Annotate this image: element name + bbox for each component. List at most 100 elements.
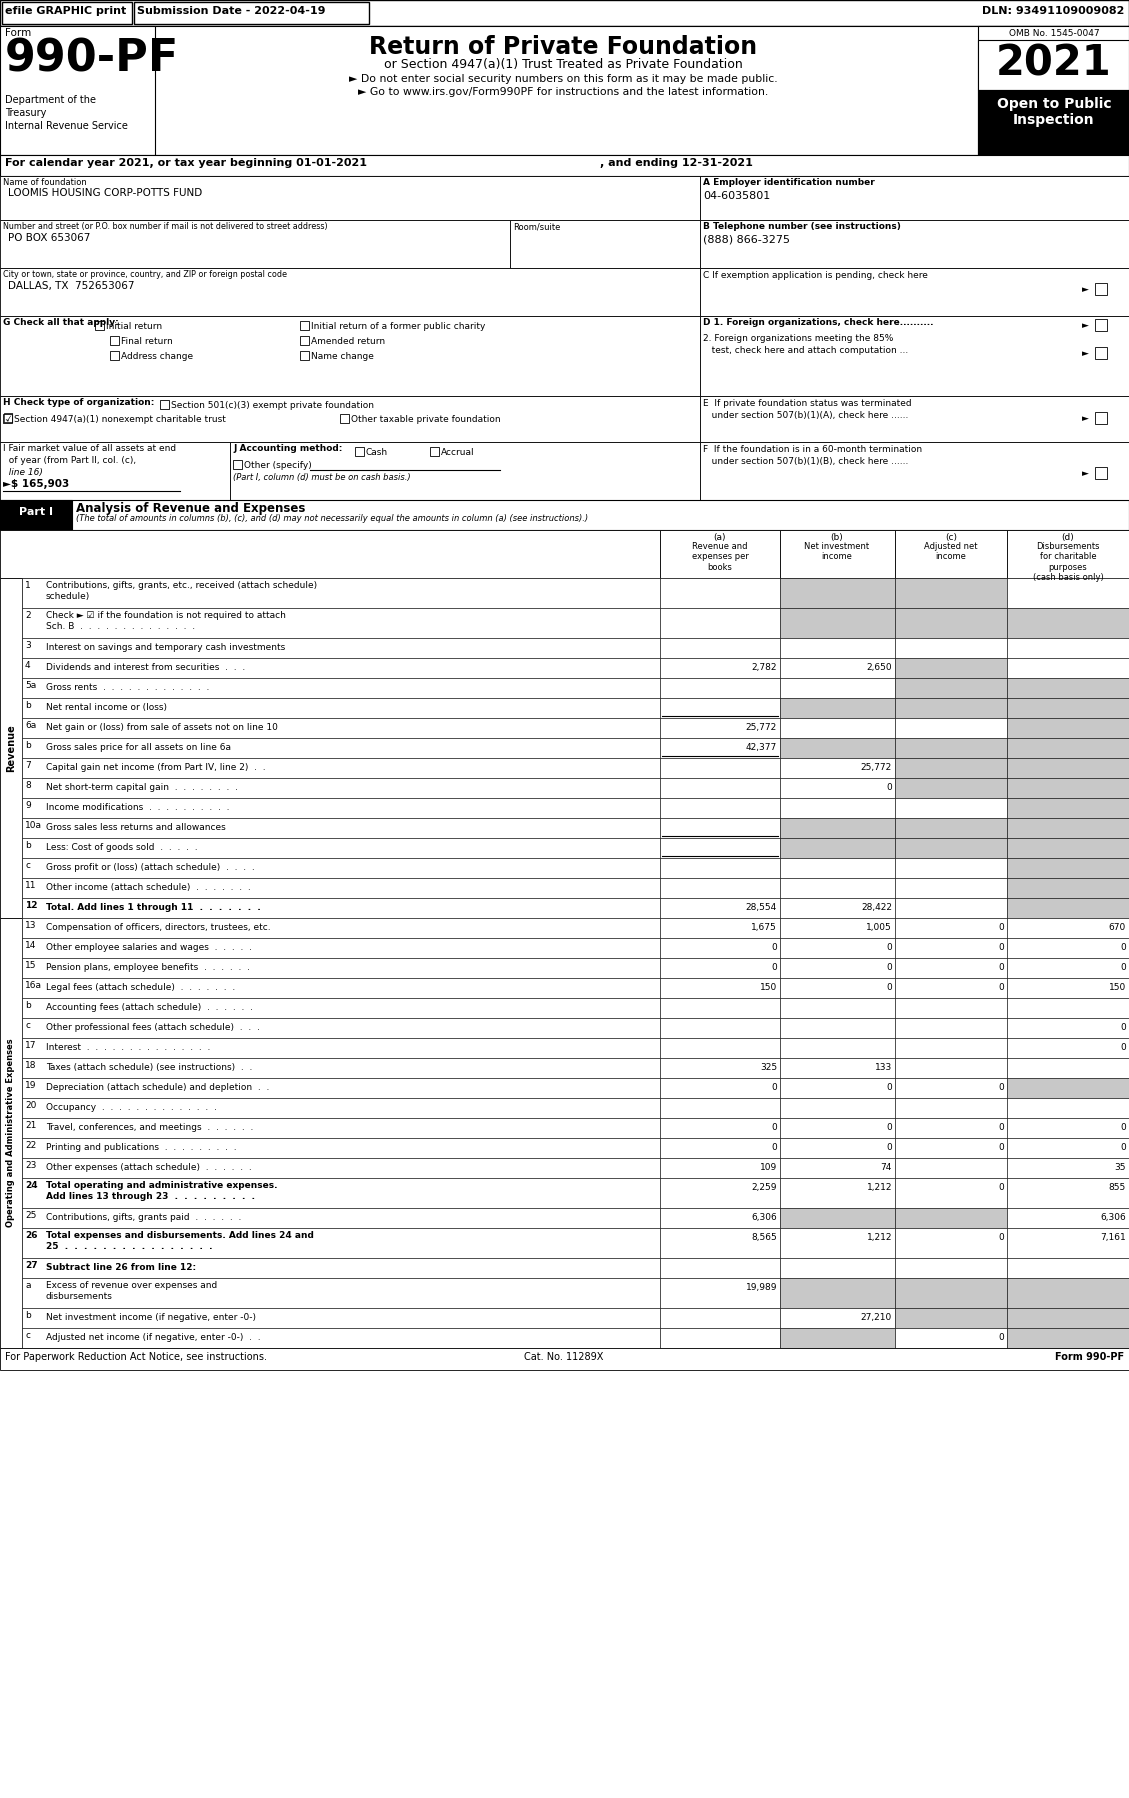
Text: Revenue and
expenses per
books: Revenue and expenses per books [692,541,749,572]
Bar [1007,638,1129,658]
Bar [895,1099,1007,1118]
Text: LOOMIS HOUSING CORP-POTTS FUND: LOOMIS HOUSING CORP-POTTS FUND [8,189,202,198]
Bar [1007,678,1129,698]
Text: 109: 109 [760,1163,777,1172]
Bar [780,1099,895,1118]
Text: b: b [25,701,30,710]
Bar [0,919,21,1348]
Bar [660,779,780,798]
Bar [1007,1099,1129,1118]
Text: Cash: Cash [366,448,388,457]
Text: 0: 0 [998,1183,1004,1192]
Text: C If exemption application is pending, check here: C If exemption application is pending, c… [703,271,928,280]
Bar [1007,1158,1129,1178]
Bar [21,818,660,838]
Bar [1007,818,1129,838]
Bar [780,958,895,978]
Bar [430,448,439,457]
Bar [21,759,660,779]
Text: 0: 0 [886,984,892,992]
Text: c: c [25,1331,30,1340]
Bar [0,1348,1129,1370]
Bar [780,818,895,838]
Text: 16a: 16a [25,982,42,991]
Text: Net investment
income: Net investment income [805,541,869,561]
Text: Adjusted net income (if negative, enter -0-)  .  .: Adjusted net income (if negative, enter … [46,1332,261,1341]
Text: 0: 0 [998,922,1004,931]
Text: 0: 0 [771,942,777,951]
Text: Other employee salaries and wages  .  .  .  .  .: Other employee salaries and wages . . . … [46,942,252,951]
Bar [160,399,169,408]
Bar [21,577,660,608]
Text: ☑: ☑ [2,414,14,426]
Bar [1007,798,1129,818]
Text: 1,212: 1,212 [866,1233,892,1242]
Text: 0: 0 [998,942,1004,951]
Bar [895,1037,1007,1057]
Text: ►: ► [1082,414,1088,423]
Text: under section 507(b)(1)(B), check here ......: under section 507(b)(1)(B), check here .… [703,457,909,466]
Bar [895,1307,1007,1329]
Text: For Paperwork Reduction Act Notice, see instructions.: For Paperwork Reduction Act Notice, see … [5,1352,266,1363]
Text: (b): (b) [831,532,843,541]
Text: 0: 0 [1120,1124,1126,1133]
Bar [21,1259,660,1278]
Bar [660,1307,780,1329]
Bar [21,1178,660,1208]
Text: H Check type of organization:: H Check type of organization: [3,397,155,406]
Bar [1007,1138,1129,1158]
Bar [660,608,780,638]
Text: DALLAS, TX  752653067: DALLAS, TX 752653067 [8,280,134,291]
Text: Contributions, gifts, grants paid  .  .  .  .  .  .: Contributions, gifts, grants paid . . . … [46,1214,242,1223]
Text: Number and street (or P.O. box number if mail is not delivered to street address: Number and street (or P.O. box number if… [3,221,327,230]
Text: DLN: 93491109009082: DLN: 93491109009082 [981,5,1124,16]
Text: Add lines 13 through 23  .  .  .  .  .  .  .  .  .: Add lines 13 through 23 . . . . . . . . … [46,1192,255,1201]
Bar [978,90,1129,155]
Bar [660,1018,780,1037]
Bar [780,1208,895,1228]
Bar [3,414,12,423]
Text: Excess of revenue over expenses and: Excess of revenue over expenses and [46,1280,217,1289]
Bar [895,737,1007,759]
Bar [1007,919,1129,939]
Bar [895,1118,1007,1138]
Bar [1007,958,1129,978]
Text: ►: ► [1082,322,1088,331]
Bar [21,877,660,897]
Bar [1007,998,1129,1018]
Text: 6,306: 6,306 [751,1214,777,1223]
Bar [21,1099,660,1118]
Bar [21,698,660,717]
Text: J Accounting method:: J Accounting method: [233,444,342,453]
Text: efile GRAPHIC print: efile GRAPHIC print [5,5,126,16]
Text: 2,259: 2,259 [752,1183,777,1192]
Text: F  If the foundation is in a 60-month termination: F If the foundation is in a 60-month ter… [703,444,922,455]
Text: Less: Cost of goods sold  .  .  .  .  .: Less: Cost of goods sold . . . . . [46,843,198,852]
Bar [300,322,309,331]
Bar [895,1208,1007,1228]
Bar [660,958,780,978]
Text: 1,005: 1,005 [866,922,892,931]
Bar [21,1158,660,1178]
Bar [660,1278,780,1307]
Bar [21,838,660,858]
Bar [780,1018,895,1037]
Bar [780,919,895,939]
Bar [895,577,1007,608]
Bar [21,1138,660,1158]
Text: 20: 20 [25,1100,36,1109]
Bar [660,877,780,897]
Bar [700,268,1129,316]
Bar [21,1118,660,1138]
Text: Gross sales price for all assets on line 6a: Gross sales price for all assets on line… [46,743,231,752]
Text: b: b [25,741,30,750]
Text: 0: 0 [771,1124,777,1133]
Text: Department of the: Department of the [5,95,96,104]
Bar [895,608,1007,638]
Text: 27,210: 27,210 [860,1313,892,1322]
Text: 74: 74 [881,1163,892,1172]
Bar [660,698,780,717]
Text: OMB No. 1545-0047: OMB No. 1545-0047 [1008,29,1100,38]
Bar [780,530,895,577]
Bar [895,530,1007,577]
